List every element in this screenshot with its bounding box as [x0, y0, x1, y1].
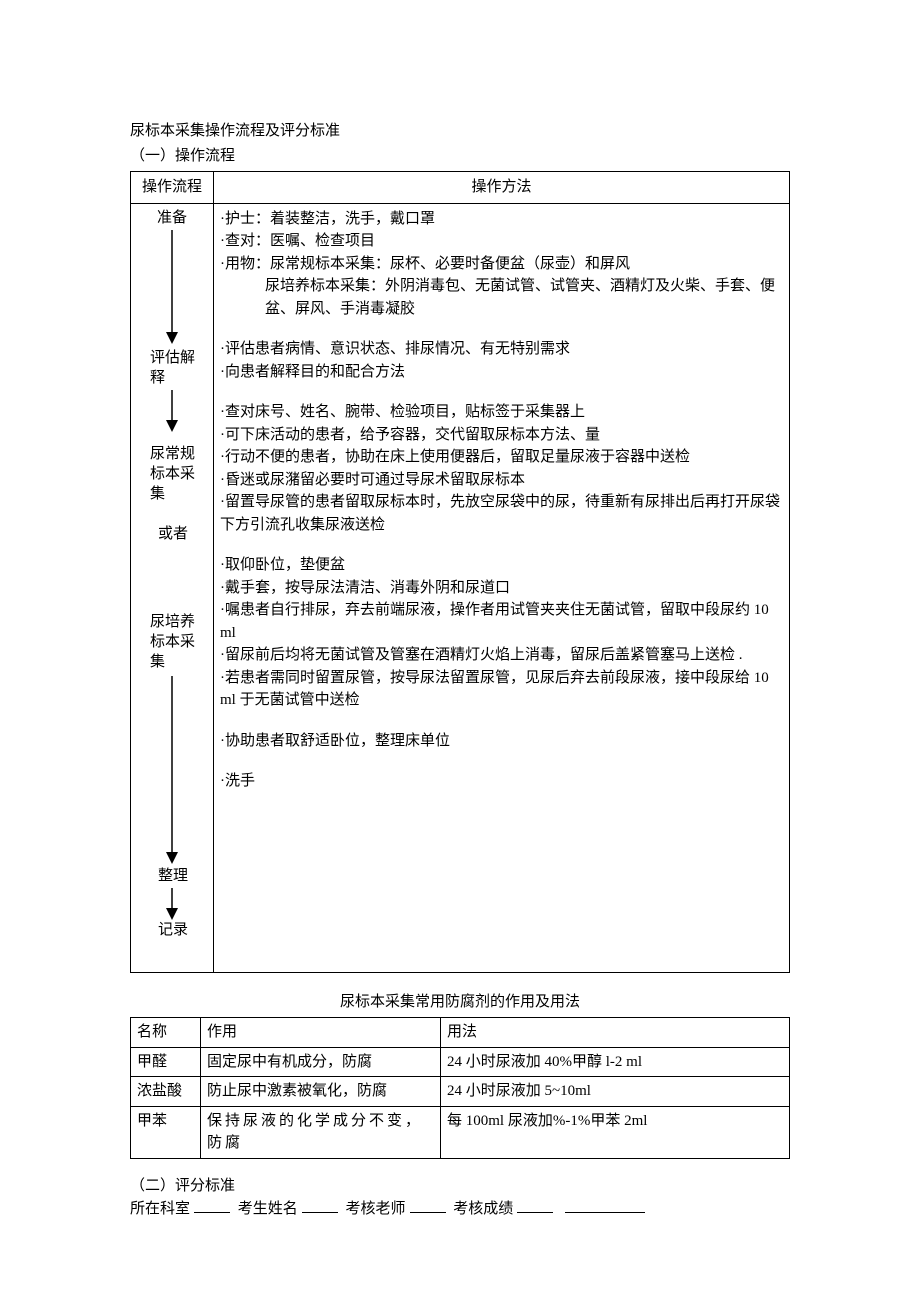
prepare-line-1: ·查对：医嘱、检查项目	[220, 230, 783, 253]
assess-line-1: ·向患者解释目的和配合方法	[220, 361, 783, 384]
col-header-flow: 操作流程	[131, 172, 214, 204]
pres-h-0: 名称	[131, 1018, 201, 1048]
flow-routine-l3: 集	[150, 485, 165, 502]
prepare-line-0: ·护士：着装整洁，洗手，戴口罩	[220, 208, 783, 231]
flow-cell: 准备 评估解 释 尿常规 标本采 集 或者 尿培养 标本采 集 整理 记录	[131, 203, 214, 972]
method-record: ·洗手	[220, 770, 783, 793]
pres-row-2: 甲苯 保持尿液的化学成分不变，防腐 每 100ml 尿液加%-1%甲苯 2ml	[131, 1106, 790, 1158]
pres-r1c1: 防止尿中激素被氧化，防腐	[201, 1077, 441, 1107]
preservatives-title: 尿标本采集常用防腐剂的作用及用法	[130, 991, 790, 1014]
flow-or: 或者	[158, 525, 188, 542]
routine-line-3: ·昏迷或尿潴留必要时可通过导尿术留取尿标本	[220, 469, 783, 492]
flow-assess-l1: 评估解	[150, 349, 195, 366]
field-dept[interactable]	[194, 1197, 230, 1213]
routine-line-1: ·可下床活动的患者，给予容器，交代留取尿标本方法、量	[220, 424, 783, 447]
prepare-line-2: ·用物：尿常规标本采集：尿杯、必要时备便盆（尿壶）和屏风	[220, 253, 783, 276]
field-extra[interactable]	[565, 1197, 645, 1213]
assess-line-0: ·评估患者病情、意识状态、排尿情况、有无特别需求	[220, 338, 783, 361]
routine-line-2: ·行动不便的患者，协助在床上使用便器后，留取足量尿液于容器中送检	[220, 446, 783, 469]
pres-r0c2: 24 小时尿液加 40%甲醇 l-2 ml	[441, 1047, 790, 1077]
section2-heading: （二）评分标准	[130, 1175, 790, 1198]
pres-r1c0: 浓盐酸	[131, 1077, 201, 1107]
flow-record: 记录	[158, 921, 188, 938]
tidy-line-0: ·协助患者取舒适卧位，整理床单位	[220, 730, 783, 753]
flow-diagram: 准备 评估解 释 尿常规 标本采 集 或者 尿培养 标本采 集 整理 记录	[142, 208, 202, 968]
flow-tidy: 整理	[158, 867, 188, 884]
method-tidy: ·协助患者取舒适卧位，整理床单位	[220, 730, 783, 753]
preservatives-table: 名称 作用 用法 甲醛 固定尿中有机成分，防腐 24 小时尿液加 40%甲醇 l…	[130, 1017, 790, 1159]
pres-h-1: 作用	[201, 1018, 441, 1048]
flow-prepare: 准备	[157, 209, 187, 226]
method-routine: ·查对床号、姓名、腕带、检验项目，贴标签于采集器上 ·可下床活动的患者，给予容器…	[220, 401, 783, 536]
pres-row-1: 浓盐酸 防止尿中激素被氧化，防腐 24 小时尿液加 5~10ml	[131, 1077, 790, 1107]
flow-assess-l2: 释	[150, 369, 165, 386]
routine-line-4: ·留置导尿管的患者留取尿标本时，先放空尿袋中的尿，待重新有尿排出后再打开尿袋下方…	[220, 491, 783, 536]
method-culture: ·取仰卧位，垫便盆 ·戴手套，按导尿法清洁、消毒外阴和尿道口 ·嘱患者自行排尿，…	[220, 554, 783, 712]
col-header-method: 操作方法	[214, 172, 790, 204]
method-assess: ·评估患者病情、意识状态、排尿情况、有无特别需求 ·向患者解释目的和配合方法	[220, 338, 783, 383]
pres-r2c1: 保持尿液的化学成分不变，防腐	[201, 1106, 441, 1158]
flow-culture-l3: 集	[150, 653, 165, 670]
scoring-line: 所在科室 考生姓名 考核老师 考核成绩	[130, 1197, 790, 1221]
pres-r0c0: 甲醛	[131, 1047, 201, 1077]
flow-culture-l1: 尿培养	[150, 613, 195, 630]
pres-row-0: 甲醛 固定尿中有机成分，防腐 24 小时尿液加 40%甲醇 l-2 ml	[131, 1047, 790, 1077]
culture-line-3: ·留尿前后均将无菌试管及管塞在酒精灯火焰上消毒，留尿后盖紧管塞马上送检 .	[220, 644, 783, 667]
method-prepare: ·护士：着装整洁，洗手，戴口罩 ·查对：医嘱、检查项目 ·用物：尿常规标本采集：…	[220, 208, 783, 321]
field-score[interactable]	[517, 1197, 553, 1213]
label-dept: 所在科室	[130, 1201, 190, 1217]
flow-culture-l2: 标本采	[150, 633, 195, 650]
field-name[interactable]	[302, 1197, 338, 1213]
method-cell: ·护士：着装整洁，洗手，戴口罩 ·查对：医嘱、检查项目 ·用物：尿常规标本采集：…	[214, 203, 790, 972]
field-teacher[interactable]	[410, 1197, 446, 1213]
pres-r0c1: 固定尿中有机成分，防腐	[201, 1047, 441, 1077]
routine-line-0: ·查对床号、姓名、腕带、检验项目，贴标签于采集器上	[220, 401, 783, 424]
culture-line-1: ·戴手套，按导尿法清洁、消毒外阴和尿道口	[220, 577, 783, 600]
section1-heading: （一）操作流程	[130, 145, 790, 168]
pres-h-2: 用法	[441, 1018, 790, 1048]
flow-routine-l1: 尿常规	[150, 445, 195, 462]
culture-line-2: ·嘱患者自行排尿，弃去前端尿液，操作者用试管夹夹住无菌试管，留取中段尿约 10 …	[220, 599, 783, 644]
doc-title: 尿标本采集操作流程及评分标准	[130, 120, 790, 143]
flow-routine-l2: 标本采	[150, 465, 195, 482]
culture-line-0: ·取仰卧位，垫便盆	[220, 554, 783, 577]
culture-line-4: ·若患者需同时留置尿管，按导尿法留置尿管，见尿后弃去前段尿液，接中段尿给 10 …	[220, 667, 783, 712]
label-teacher: 考核老师	[346, 1201, 406, 1217]
record-line-0: ·洗手	[220, 770, 783, 793]
pres-r2c2: 每 100ml 尿液加%-1%甲苯 2ml	[441, 1106, 790, 1158]
pres-r2c0: 甲苯	[131, 1106, 201, 1158]
prepare-indent-0: 尿培养标本采集：外阴消毒包、无菌试管、试管夹、酒精灯及火柴、手套、便盆、屏风、手…	[220, 275, 783, 320]
pres-r1c2: 24 小时尿液加 5~10ml	[441, 1077, 790, 1107]
label-name: 考生姓名	[238, 1201, 298, 1217]
label-score: 考核成绩	[453, 1201, 513, 1217]
procedure-table: 操作流程 操作方法 准备 评估解 释 尿常规 标本采 集 或者 尿培养	[130, 171, 790, 973]
